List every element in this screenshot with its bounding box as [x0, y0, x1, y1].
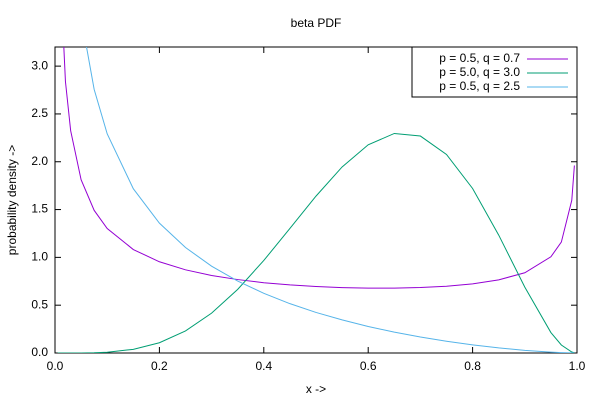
y-tick-label: 0.0 [31, 345, 48, 359]
y-tick-label: 2.0 [31, 154, 48, 168]
y-tick-label: 1.5 [31, 202, 48, 216]
legend-label: p = 5.0, q = 3.0 [439, 65, 520, 79]
chart-title: beta PDF [291, 16, 342, 30]
x-axis-label: x -> [306, 382, 326, 396]
x-tick-label: 0.6 [360, 359, 377, 373]
x-tick-label: 0.8 [464, 359, 481, 373]
y-tick-label: 3.0 [31, 58, 48, 72]
x-tick-label: 0.2 [151, 359, 168, 373]
x-tick-label: 0.0 [47, 359, 64, 373]
y-tick-label: 1.0 [31, 250, 48, 264]
x-tick-label: 1.0 [569, 359, 586, 373]
y-tick-label: 0.5 [31, 297, 48, 311]
y-axis-label: probability density -> [5, 145, 19, 255]
legend-label: p = 0.5, q = 0.7 [439, 51, 520, 65]
x-tick-label: 0.4 [255, 359, 272, 373]
plot-frame [54, 46, 578, 354]
series-line [63, 47, 575, 289]
y-tick-label: 2.5 [31, 106, 48, 120]
legend-box [411, 46, 578, 98]
plot-area [57, 47, 575, 353]
legend-label: p = 0.5, q = 2.5 [439, 79, 520, 93]
series-line [57, 132, 575, 353]
series-line [86, 47, 575, 353]
